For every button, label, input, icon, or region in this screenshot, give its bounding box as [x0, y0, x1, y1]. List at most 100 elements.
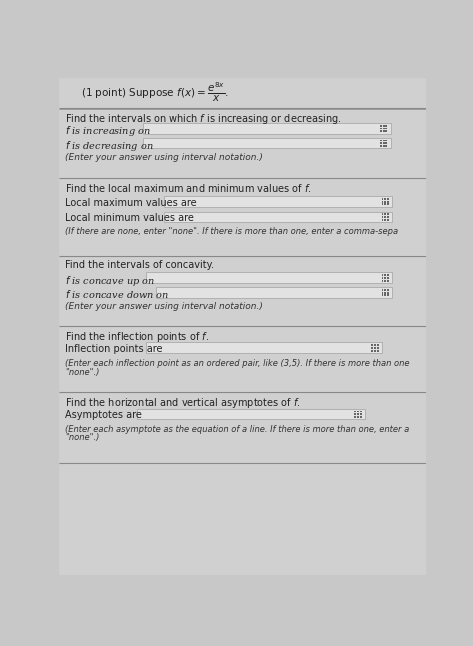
Bar: [387, 275, 389, 276]
Bar: [59, 463, 426, 575]
Bar: [384, 216, 386, 218]
Bar: [377, 349, 379, 351]
Bar: [354, 411, 356, 412]
Bar: [357, 416, 359, 418]
Text: $f$ is concave down on: $f$ is concave down on: [65, 289, 170, 300]
Bar: [387, 280, 389, 282]
Bar: [382, 219, 384, 221]
Bar: [387, 203, 389, 205]
Bar: [382, 198, 384, 200]
Text: (Enter your answer using interval notation.): (Enter your answer using interval notati…: [65, 153, 263, 162]
Bar: [371, 344, 373, 346]
Text: (Enter each asymptote as the equation of a line. If there is more than one, ente: (Enter each asymptote as the equation of…: [65, 425, 410, 434]
Bar: [385, 130, 387, 132]
Bar: [354, 416, 356, 418]
Bar: [385, 127, 387, 129]
Bar: [385, 145, 387, 147]
Bar: [382, 216, 384, 218]
Bar: [384, 213, 386, 215]
Bar: [387, 198, 389, 200]
Bar: [382, 275, 384, 276]
Bar: [384, 275, 386, 276]
Bar: [380, 127, 382, 129]
Bar: [374, 349, 376, 351]
Bar: [382, 213, 384, 215]
Text: (1 point) Suppose $f(x) = \dfrac{e^{8x}}{x}$.: (1 point) Suppose $f(x) = \dfrac{e^{8x}}…: [81, 81, 228, 103]
Text: Find the inflection points of $f$.: Find the inflection points of $f$.: [65, 330, 210, 344]
Bar: [383, 130, 385, 132]
Bar: [383, 125, 385, 127]
Bar: [385, 140, 387, 141]
Bar: [382, 201, 384, 203]
Bar: [377, 347, 379, 349]
Bar: [59, 257, 426, 326]
Bar: [143, 138, 391, 149]
Bar: [387, 201, 389, 203]
Bar: [357, 413, 359, 415]
Bar: [387, 219, 389, 221]
Text: Find the intervals on which $f$ is increasing or decreasing.: Find the intervals on which $f$ is incre…: [65, 112, 342, 126]
Bar: [360, 416, 362, 418]
Bar: [59, 327, 426, 393]
Bar: [384, 277, 386, 279]
Bar: [384, 219, 386, 221]
Bar: [59, 393, 426, 463]
Bar: [354, 413, 356, 415]
Bar: [384, 198, 386, 200]
Bar: [383, 140, 385, 141]
Text: $f$ is concave up on: $f$ is concave up on: [65, 274, 156, 288]
Bar: [384, 280, 386, 282]
Bar: [380, 142, 382, 144]
Bar: [380, 140, 382, 141]
Bar: [387, 291, 389, 293]
Bar: [374, 347, 376, 349]
Bar: [156, 287, 393, 298]
Bar: [384, 291, 386, 293]
Text: $f$ is decreasing on: $f$ is decreasing on: [65, 139, 154, 153]
Text: "none".): "none".): [65, 368, 100, 377]
Bar: [384, 203, 386, 205]
Text: (Enter your answer using interval notation.): (Enter your answer using interval notati…: [65, 302, 263, 311]
Bar: [382, 280, 384, 282]
Bar: [382, 203, 384, 205]
Text: Local minimum values are: Local minimum values are: [65, 213, 194, 223]
Bar: [383, 142, 385, 144]
Bar: [387, 289, 389, 291]
Text: (If there are none, enter "none". If there is more than one, enter a comma-sepa: (If there are none, enter "none". If the…: [65, 227, 398, 236]
Bar: [387, 277, 389, 279]
Text: "none".): "none".): [65, 433, 100, 443]
Bar: [360, 413, 362, 415]
Bar: [382, 291, 384, 293]
Bar: [143, 123, 391, 134]
Bar: [380, 145, 382, 147]
Bar: [387, 295, 389, 297]
Text: (Enter each inflection point as an ordered pair, like (3,5). If there is more th: (Enter each inflection point as an order…: [65, 359, 410, 368]
Text: Find the local maximum and minimum values of $f$.: Find the local maximum and minimum value…: [65, 182, 312, 194]
Text: Find the intervals of concavity.: Find the intervals of concavity.: [65, 260, 214, 270]
Bar: [164, 211, 393, 222]
Bar: [382, 289, 384, 291]
Bar: [384, 201, 386, 203]
Bar: [371, 349, 373, 351]
Bar: [377, 344, 379, 346]
Bar: [357, 411, 359, 412]
Bar: [383, 145, 385, 147]
Bar: [384, 289, 386, 291]
Bar: [360, 411, 362, 412]
Bar: [59, 179, 426, 256]
Bar: [164, 196, 393, 207]
Text: Inflection points are: Inflection points are: [65, 344, 163, 354]
Bar: [146, 342, 382, 353]
Bar: [383, 127, 385, 129]
Bar: [380, 130, 382, 132]
Bar: [387, 216, 389, 218]
Bar: [385, 125, 387, 127]
Text: Local maximum values are: Local maximum values are: [65, 198, 197, 207]
Bar: [382, 295, 384, 297]
Bar: [371, 347, 373, 349]
Bar: [380, 125, 382, 127]
Text: Find the horizontal and vertical asymptotes of $f$.: Find the horizontal and vertical asympto…: [65, 396, 301, 410]
Bar: [385, 142, 387, 144]
Bar: [59, 78, 426, 109]
Text: Asymptotes are: Asymptotes are: [65, 410, 142, 420]
